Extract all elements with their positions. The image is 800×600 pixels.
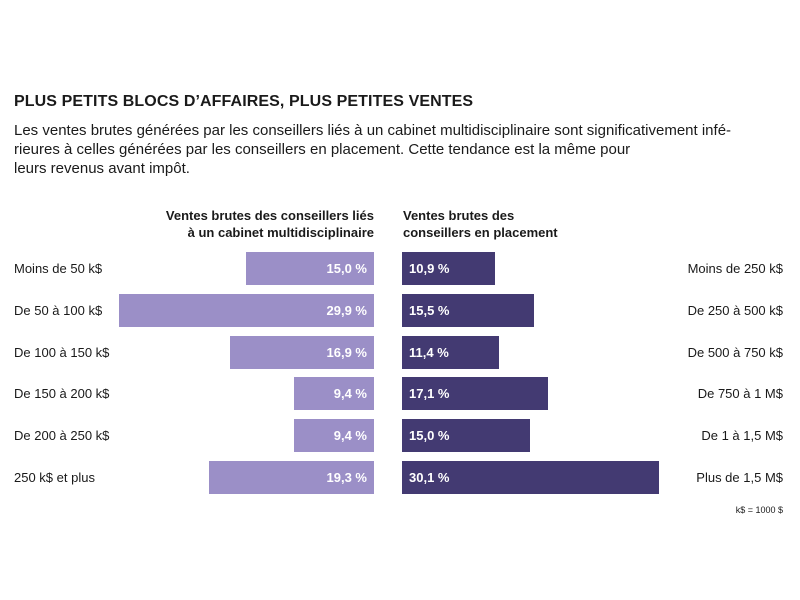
right-category-label: De 250 à 500 k$ — [687, 302, 783, 318]
left-bar — [245, 252, 374, 285]
right-bar — [402, 419, 531, 453]
left-bar-value: 15,0 % — [326, 261, 367, 276]
left-bar — [229, 335, 374, 369]
right-category-label: De 500 à 750 k$ — [687, 344, 783, 360]
left-category-label: 250 k$ et plus — [14, 470, 95, 485]
right-chart-header: Ventes brutes des conseillers en placemen… — [403, 208, 558, 240]
left-category-label: Moins de 50 k$ — [14, 261, 103, 276]
right-bar-value: 11,4 % — [409, 344, 449, 360]
right-category-label: De 750 à 1 M$ — [697, 386, 783, 402]
chart-subtitle: Les ventes brutes générées par les conse… — [14, 122, 732, 177]
right-bar-value: 10,9 % — [409, 261, 450, 276]
right-bar — [402, 335, 500, 369]
left-bar — [118, 293, 374, 327]
right-category-label: Plus de 1,5 M$ — [696, 470, 783, 485]
left-bar-value: 9,4 % — [333, 386, 367, 402]
left-bar — [209, 461, 374, 494]
right-bar — [402, 461, 659, 494]
left-bar-value: 29,9 % — [326, 302, 367, 318]
right-bar — [402, 293, 535, 327]
chart-title: PLUS PETITS BLOCS D’AFFAIRES, PLUS PETIT… — [14, 93, 474, 110]
right-bar-value: 17,1 % — [409, 386, 450, 402]
left-chart-header: Ventes brutes des conseillers liés à un c… — [165, 208, 374, 240]
right-bar-value: 15,5 % — [409, 302, 450, 318]
left-bar — [293, 377, 374, 411]
left-category-label: De 200 à 250 k$ — [14, 428, 110, 444]
right-bar-value: 30,1 % — [409, 470, 450, 485]
right-bar — [402, 377, 548, 411]
left-bar — [293, 419, 374, 453]
left-category-label: De 50 à 100 k$ — [14, 302, 103, 318]
right-category-label: De 1 à 1,5 M$ — [701, 428, 783, 444]
left-category-label: De 150 à 200 k$ — [14, 386, 110, 402]
left-category-label: De 100 à 150 k$ — [14, 344, 110, 360]
left-bar-value: 9,4 % — [333, 428, 367, 444]
right-bar — [402, 252, 496, 285]
right-bar-value: 15,0 % — [409, 428, 450, 444]
right-category-label: Moins de 250 k$ — [687, 261, 783, 276]
left-bar-value: 19,3 % — [326, 470, 367, 485]
footnote: k$ = 1000 $ — [735, 505, 783, 515]
left-bar-value: 16,9 % — [326, 344, 367, 360]
